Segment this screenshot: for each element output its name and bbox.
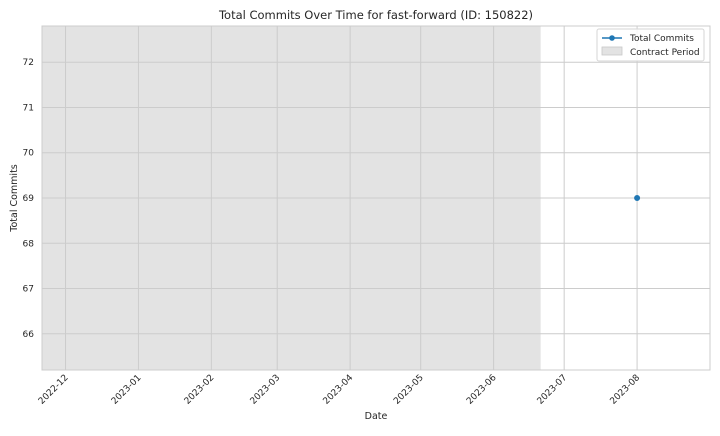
- data-point: [634, 195, 641, 201]
- legend: Total Commits Contract Period: [596, 28, 705, 62]
- legend-swatch-contract-period: [601, 46, 623, 56]
- legend-label-contract-period: Contract Period: [630, 48, 700, 58]
- y-tick-label: 66: [23, 330, 35, 340]
- y-tick-label: 67: [23, 285, 34, 295]
- y-tick-label: 70: [23, 149, 35, 159]
- plot-frame: [41, 25, 711, 371]
- x-tick-label: 2023-04: [322, 373, 356, 407]
- y-axis-label: Total Commits: [9, 164, 20, 233]
- y-tick-label: 71: [23, 103, 34, 113]
- x-tick-label: 2023-05: [392, 373, 426, 407]
- legend-label-total-commits: Total Commits: [629, 34, 694, 44]
- x-tick-label: 2023-01: [110, 373, 144, 407]
- y-tick-label: 68: [23, 239, 35, 249]
- x-tick-label: 2023-06: [465, 373, 499, 407]
- x-tick-label: 2023-02: [183, 373, 217, 407]
- x-tick-label: 2023-03: [249, 373, 283, 407]
- y-tick-label: 72: [23, 58, 34, 68]
- x-tick-label: 2022-12: [37, 373, 71, 407]
- legend-marker-total-commits: [609, 35, 615, 41]
- plot-area: [41, 25, 711, 371]
- y-tick-label: 69: [23, 194, 35, 204]
- y-tick-labels: 66 67 68 69 70 71 72: [23, 58, 35, 340]
- x-tick-label: 2023-08: [609, 373, 643, 407]
- grid-layer: [42, 26, 710, 370]
- x-tick-labels: 2022-12 2023-01 2023-02 2023-03 2023-04 2023-…: [37, 373, 642, 407]
- series-layer: [634, 195, 641, 201]
- legend-box: [596, 28, 705, 62]
- x-tick-label: 2023-07: [536, 373, 570, 407]
- x-axis-label: Date: [365, 411, 388, 422]
- chart-title: Total Commits Over Time for fast-forward…: [218, 8, 533, 22]
